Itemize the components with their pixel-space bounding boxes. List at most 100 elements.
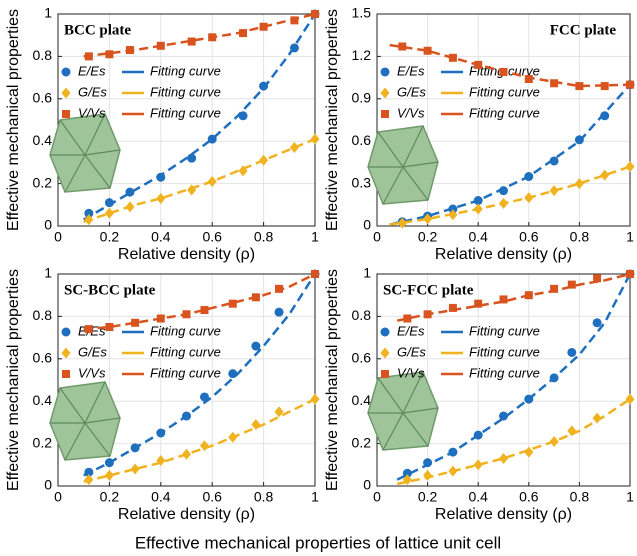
x-tick-label: 0 <box>373 489 381 505</box>
data-point <box>182 412 191 421</box>
panel-title: BCC plate <box>64 22 131 38</box>
lattice-image <box>368 126 438 204</box>
y-tick-label: 0.4 <box>352 392 372 408</box>
data-point <box>188 38 196 46</box>
x-tick-label: 0.6 <box>519 229 539 245</box>
data-point <box>229 300 237 308</box>
legend-label: G/Es <box>78 344 107 359</box>
x-tick-label: 0.8 <box>254 489 274 505</box>
data-point <box>499 412 508 421</box>
data-point <box>275 285 283 293</box>
x-tick-label: 1 <box>626 489 634 505</box>
figure: Effective mechanical properties of latti… <box>0 0 637 556</box>
data-point <box>601 82 609 90</box>
x-tick-label: 0.4 <box>468 489 488 505</box>
data-point <box>550 285 558 293</box>
legend-label: Fitting curve <box>469 365 540 380</box>
legend-label: Fitting curve <box>150 63 221 78</box>
y-axis-label: Effective mechanical properties <box>5 269 22 491</box>
data-point <box>200 306 208 314</box>
data-point <box>260 23 268 31</box>
x-tick-label: 1 <box>311 489 319 505</box>
data-point <box>105 198 114 207</box>
data-point <box>311 270 319 278</box>
data-point <box>156 173 165 182</box>
y-tick-label: 0.2 <box>33 434 53 450</box>
legend-marker <box>62 110 70 118</box>
data-point <box>524 395 533 404</box>
y-tick-label: 0 <box>44 477 52 493</box>
data-point <box>290 16 298 24</box>
x-tick-label: 0.6 <box>519 489 539 505</box>
x-tick-label: 0.4 <box>151 489 171 505</box>
data-point <box>200 392 209 401</box>
data-point <box>290 43 299 52</box>
data-point <box>251 342 260 351</box>
data-point <box>275 308 284 317</box>
legend-label: G/Es <box>397 344 426 359</box>
data-point <box>252 293 260 301</box>
legend-label: Fitting curve <box>469 105 540 120</box>
data-point <box>524 172 533 181</box>
data-point <box>403 315 411 323</box>
data-point <box>239 29 247 37</box>
data-point <box>85 52 93 60</box>
x-tick-label: 0.4 <box>468 229 488 245</box>
data-point <box>208 135 217 144</box>
y-tick-label: 0.2 <box>352 434 372 450</box>
data-point <box>600 111 609 120</box>
data-point <box>423 458 432 467</box>
data-point <box>474 431 483 440</box>
x-axis-label: Relative density (ρ) <box>118 246 255 263</box>
legend-label: E/Es <box>78 63 106 78</box>
y-tick-label: 0.8 <box>33 47 53 63</box>
data-point <box>239 111 248 120</box>
data-point <box>474 300 482 308</box>
lattice-image <box>50 114 120 192</box>
y-tick-label: 0.3 <box>352 174 372 190</box>
y-axis-label: Effective mechanical properties <box>324 9 341 231</box>
legend-label: Fitting curve <box>469 344 540 359</box>
data-point <box>131 319 139 327</box>
data-point <box>567 348 576 357</box>
y-tick-label: 0.8 <box>352 307 372 323</box>
legend-label: V/Vs <box>78 365 106 380</box>
data-point <box>550 373 559 382</box>
legend-label: Fitting curve <box>150 323 221 338</box>
data-point <box>187 154 196 163</box>
y-tick-label: 0 <box>363 217 371 233</box>
legend-label: Fitting curve <box>150 365 221 380</box>
legend-marker <box>381 370 389 378</box>
y-tick-label: 1 <box>44 265 52 281</box>
x-tick-label: 1 <box>311 229 319 245</box>
data-point <box>208 33 216 41</box>
y-tick-label: 1.5 <box>352 5 372 21</box>
data-point <box>550 156 559 165</box>
legend-label: Fitting curve <box>150 84 221 99</box>
data-point <box>500 295 508 303</box>
x-tick-label: 1 <box>626 229 634 245</box>
data-point <box>126 46 134 54</box>
y-tick-label: 0 <box>363 477 371 493</box>
legend-label: G/Es <box>397 84 426 99</box>
y-tick-label: 0.6 <box>352 350 372 366</box>
data-point <box>157 315 165 323</box>
data-point <box>525 75 533 83</box>
data-point <box>626 270 634 278</box>
y-tick-label: 0 <box>44 217 52 233</box>
data-point <box>474 61 482 69</box>
data-point <box>550 79 558 87</box>
data-point <box>105 50 113 58</box>
data-point <box>525 291 533 299</box>
data-point <box>183 310 191 318</box>
y-tick-label: 0.9 <box>352 90 372 106</box>
data-point <box>424 47 432 55</box>
legend-label: V/Vs <box>78 105 106 120</box>
legend-marker <box>62 328 71 337</box>
data-point <box>593 274 601 282</box>
x-axis-label: Relative density (ρ) <box>118 506 255 523</box>
legend-marker <box>381 328 390 337</box>
y-tick-label: 1 <box>363 265 371 281</box>
x-tick-label: 0.8 <box>254 229 274 245</box>
legend-label: Fitting curve <box>469 84 540 99</box>
